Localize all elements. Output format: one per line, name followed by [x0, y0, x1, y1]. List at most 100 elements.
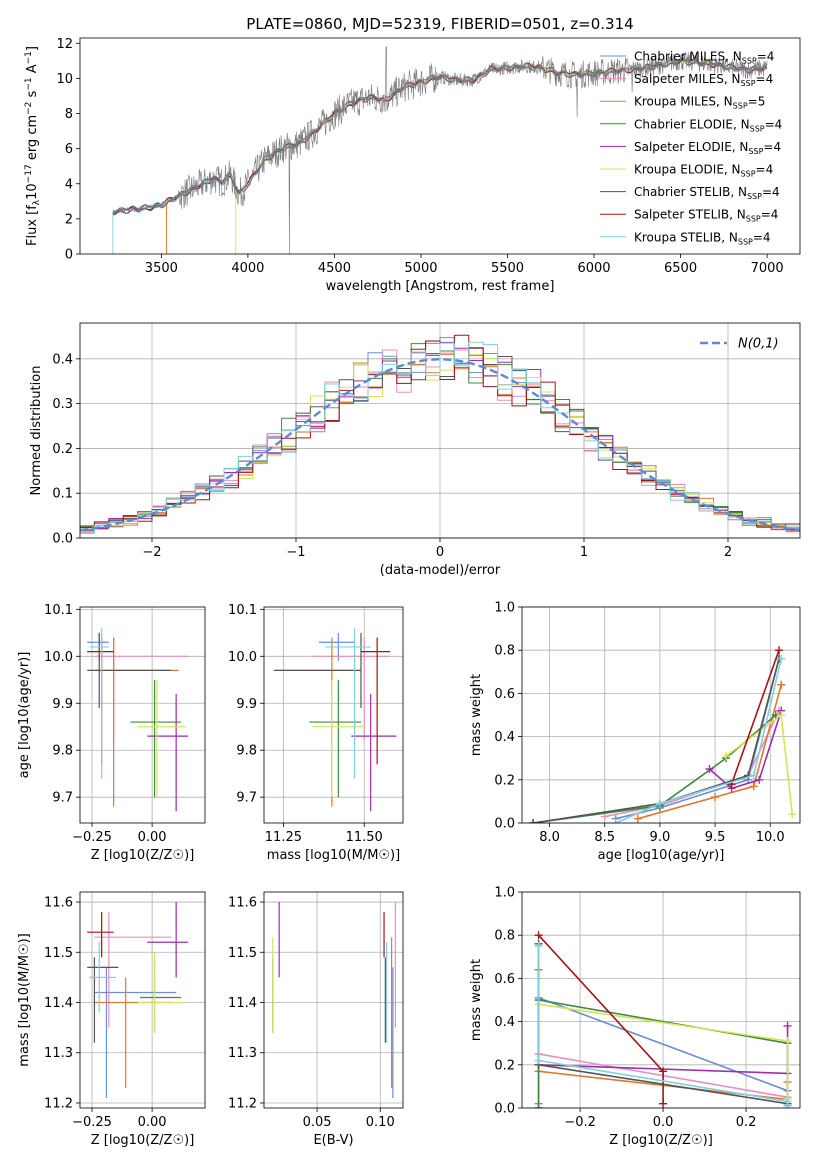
x-tick-label: 11.50 [346, 830, 383, 845]
weight-marker [655, 799, 664, 808]
legend-sub: SSP [741, 170, 756, 179]
weight-marker [711, 793, 720, 802]
y-axis-label: Normed distribution [29, 366, 44, 496]
errorbars [273, 628, 397, 812]
y-tick-label: 4 [65, 177, 73, 192]
x-tick-label: 9.5 [705, 830, 726, 845]
y-tick-label: 11.2 [228, 1096, 257, 1111]
x-tick-label: −0.25 [72, 830, 112, 845]
y-axis-label: mass weight [469, 959, 484, 1041]
histogram-series [80, 341, 800, 535]
legend-count: =4 [761, 208, 779, 222]
y-tick-label: 1.0 [494, 601, 515, 616]
axes-frame [263, 891, 404, 1109]
axes-frame [79, 891, 206, 1109]
weight-lines [534, 931, 792, 1108]
x-tick-label: 5000 [404, 261, 437, 276]
legend-sub: SSP [748, 147, 763, 156]
legend-name: Kroupa MILES, N [634, 95, 733, 109]
weight-vs-age-panel: 8.0 8.5 9.0 9.5 10.0 0.0 0.2 0.4 0.6 0.8 1.0 age [l… [469, 601, 801, 863]
x-tick-label: 0.00 [138, 1115, 167, 1130]
weight-series [730, 649, 780, 785]
legend-name: Salpeter MILES, N [634, 72, 741, 86]
y-tick-label: 0.4 [494, 730, 515, 745]
legend-sub: SSP [750, 124, 765, 133]
x-axis-label: wavelength [Angstrom, rest frame] [326, 279, 555, 294]
y-label-part: A [25, 64, 40, 77]
y-label-part: −17 [24, 164, 34, 183]
weight-marker [749, 771, 758, 780]
y-tick-label: 11.5 [228, 946, 257, 961]
y-tick-label: 11.5 [44, 946, 73, 961]
y-axis-label: mass [log10(M/M☉)] [17, 933, 32, 1066]
legend-name: Kroupa STELIB, N [634, 230, 738, 244]
x-tick-label: 9.0 [650, 830, 671, 845]
weight-series [637, 684, 782, 820]
x-tick-label: 7000 [751, 261, 784, 276]
y-tick-label: 12 [56, 37, 73, 52]
weight-marker [529, 819, 538, 823]
x-axis-label: Z [log10(Z/Z☉)] [609, 1133, 713, 1148]
legend-count: =4 [756, 72, 774, 86]
weight-marker [722, 752, 731, 761]
y-label-part: −1 [24, 77, 34, 90]
plots-layer: 3500 4000 4500 5000 5500 6000 6500 700002468101… [17, 37, 801, 1148]
y-tick-label: 1.0 [494, 886, 515, 901]
x-axis-label: Z [log10(Z/Z☉)] [91, 848, 195, 863]
spectrum-lines [112, 46, 768, 254]
y-tick-label: 9.7 [52, 791, 73, 806]
x-tick-label: −2 [142, 545, 161, 560]
weight-marker [705, 765, 714, 773]
legend-sub: SSP [733, 102, 748, 111]
legend-entry: Salpeter MILES, NSSP=4 [634, 72, 773, 88]
weight-marker [783, 1037, 792, 1046]
y-tick-label: 0.6 [494, 687, 515, 702]
x-tick-label: 2 [724, 545, 732, 560]
y-tick-label: 0.3 [52, 397, 73, 412]
weight-marker [659, 1067, 668, 1076]
y-tick-label: 6 [65, 142, 73, 157]
legend-sub: SSP [741, 79, 756, 88]
x-tick-label: 0.2 [736, 1115, 757, 1130]
axes-frame [521, 891, 801, 1109]
weight-marker [783, 1101, 792, 1108]
y-tick-label: 9.8 [52, 744, 73, 759]
normal-legend-label: N(0,1) [738, 337, 779, 352]
y-tick-label: 11.3 [228, 1046, 257, 1061]
y-tick-label: 0.0 [494, 817, 515, 832]
x-tick-label: 0 [436, 545, 444, 560]
weight-marker [534, 1104, 543, 1108]
y-tick-label: 0.6 [494, 972, 515, 987]
weight-marker [749, 782, 758, 791]
x-tick-label: −0.2 [564, 1115, 596, 1130]
x-tick-label: −1 [286, 545, 305, 560]
weight-marker [659, 1099, 668, 1108]
y-tick-label: 11.6 [44, 896, 73, 911]
y-label-part: s [25, 90, 40, 101]
y-tick-label: 0.2 [52, 442, 73, 457]
axes-frame [79, 606, 206, 824]
errorbars [87, 902, 189, 1098]
legend-entry: Salpeter STELIB, NSSP=4 [634, 208, 778, 224]
y-label-part: Flux [f [25, 205, 40, 246]
y-label-part: ] [25, 46, 40, 51]
x-tick-label: 4000 [231, 261, 264, 276]
x-tick-label: 4500 [318, 261, 351, 276]
mass-vs-Z-panel: −0.25 0.00 11.2 11.3 11.4 11.5 11.6 Z [log10(Z/… [17, 891, 206, 1148]
errorbars [272, 902, 397, 1098]
figure-title: PLATE=0860, MJD=52319, FIBERID=0501, z=0… [246, 15, 633, 33]
x-tick-label: 0.05 [303, 1115, 332, 1130]
x-axis-label: E(B-V) [313, 1133, 353, 1148]
x-axis-label: mass [log10(M/M☉)] [267, 848, 400, 863]
x-tick-label: 5500 [491, 261, 524, 276]
weight-marker [611, 819, 620, 823]
weight-marker [783, 1021, 792, 1030]
x-tick-label: 10.0 [756, 830, 785, 845]
weight-marker [775, 646, 784, 655]
y-tick-label: 10.1 [44, 603, 73, 618]
y-tick-label: 9.8 [236, 744, 257, 759]
x-axis-label: age [log10(age/yr)] [598, 848, 725, 863]
y-label-part: λ [32, 199, 42, 205]
weight-series [708, 710, 782, 790]
